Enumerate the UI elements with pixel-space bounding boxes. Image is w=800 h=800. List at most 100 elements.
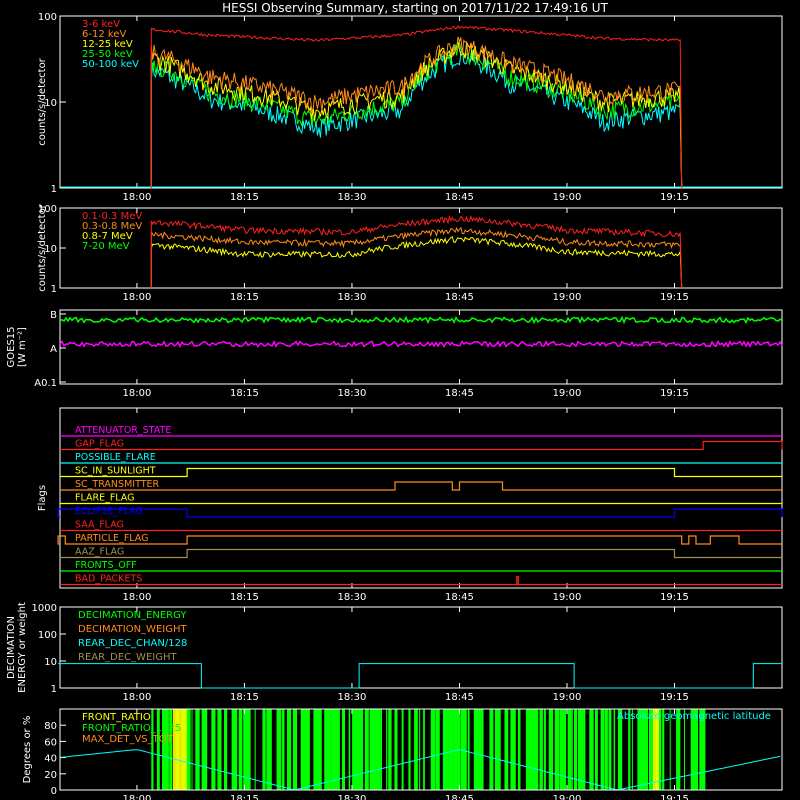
ratio-bar (172, 709, 187, 790)
series-line (150, 24, 683, 189)
ratio-bar (372, 709, 378, 790)
ratio-bar (268, 709, 271, 790)
legend-entry: MAX_DET_VS_TOT (82, 734, 174, 745)
series-line (150, 226, 683, 289)
ratio-bar (276, 709, 281, 790)
flag-line (60, 481, 782, 491)
ratio-bar (341, 709, 345, 790)
legend-entry: FRONT_RATIO (82, 712, 151, 723)
panel-2-high-energy: 18:00 18:15 18:30 18:45 19:00 19:15 1 10 100 0.1-… (37, 203, 783, 303)
time-tick-label: 19:00 (553, 292, 582, 303)
time-tick-label: 18:15 (230, 592, 259, 603)
ratio-bar (662, 709, 665, 790)
time-tick-label: 18:45 (445, 794, 474, 800)
legend-entry: DECIMATION_WEIGHT (78, 624, 187, 635)
flag-label: BAD_PACKETS (75, 574, 142, 585)
y-tick-label: 1000 (32, 603, 57, 614)
time-tick-label: 18:30 (338, 292, 367, 303)
ratio-bar (394, 709, 398, 790)
y-tick-label: 60 (44, 737, 57, 748)
plot-frame (59, 15, 783, 189)
time-tick-label: 18:00 (123, 692, 152, 703)
panel-4-flags: 18:00 18:15 18:30 18:45 19:00 19:15 ATTENUATOR… (37, 407, 783, 603)
ratio-bar (529, 709, 536, 790)
time-tick-label: 18:45 (445, 388, 474, 399)
time-tick-label: 18:15 (230, 692, 259, 703)
plot-frame (59, 207, 783, 289)
ratio-bar (637, 709, 643, 790)
ratio-bar (156, 709, 160, 790)
time-tick-label: 19:15 (660, 192, 689, 203)
ratio-bar (617, 709, 622, 790)
legend-entry: REAR_DEC_WEIGHT (78, 652, 177, 663)
ratio-bar (644, 709, 648, 790)
y-tick-label: B (50, 310, 57, 321)
ratio-bar (414, 709, 418, 790)
ratio-bar (151, 709, 154, 790)
ratio-bar (231, 709, 236, 790)
legend-entry: 6-12 keV (82, 29, 126, 40)
plot-frame (59, 309, 783, 385)
flag-label: PARTICLE_FLAG (75, 533, 148, 544)
ratio-bar (561, 709, 565, 790)
ratio-bar (201, 709, 206, 790)
ratio-bar (510, 709, 516, 790)
flag-label: GAP_FLAG (75, 439, 124, 450)
time-tick-label: 19:00 (553, 692, 582, 703)
flag-label: ATTENUATOR_STATE (75, 425, 171, 436)
y-tick-label: 40 (44, 754, 57, 765)
ratio-bar (652, 709, 659, 790)
ratio-bar (313, 709, 318, 790)
y-axis-label-2: ENERGY or weight (17, 602, 28, 693)
panel-3-goes: 18:00 18:15 18:30 18:45 19:00 19:15 A0.1 A B GOES… (6, 309, 783, 399)
ratio-bar (554, 709, 560, 790)
flag-label: ECLIPSE_FLAG (75, 506, 143, 517)
series-line (59, 339, 783, 349)
y-tick-label: 20 (44, 770, 57, 781)
time-tick-label: 18:00 (123, 592, 152, 603)
time-tick-label: 18:30 (338, 388, 367, 399)
ratio-bar (335, 709, 340, 790)
ratio-bar (348, 709, 351, 790)
time-tick-label: 18:30 (338, 794, 367, 800)
ratio-bar (162, 709, 167, 790)
ratio-bar (613, 709, 616, 790)
time-tick-label: 19:15 (660, 292, 689, 303)
legend-entry: 0.1-0.3 MeV (82, 211, 142, 222)
y-axis-label: Degrees or % (22, 716, 33, 784)
ratio-bar (435, 709, 440, 790)
ratio-bar (234, 709, 238, 790)
ratio-bar (238, 709, 243, 790)
ratio-bar (504, 709, 509, 790)
legend-entry: 50-100 keV (82, 59, 139, 70)
ratio-bar (595, 709, 598, 790)
ratio-bar (211, 709, 216, 790)
time-tick-label: 18:00 (123, 192, 152, 203)
y-tick-label: 100 (38, 204, 57, 215)
ratio-bar (224, 709, 228, 790)
time-tick-label: 18:00 (123, 292, 152, 303)
ratio-bar (690, 709, 697, 790)
ratio-bar (498, 709, 501, 790)
y-tick-label: 0 (51, 786, 57, 797)
ratio-bar (408, 709, 411, 790)
time-tick-label: 18:45 (445, 292, 474, 303)
ratio-bar (684, 709, 685, 790)
series-line (58, 663, 782, 689)
ratio-bar (525, 709, 531, 790)
ratio-bar (186, 709, 191, 790)
ratio-bar (608, 709, 612, 790)
y-tick-label: 1 (51, 184, 57, 195)
time-tick-label: 18:45 (445, 592, 474, 603)
time-tick-label: 18:45 (445, 692, 474, 703)
ratio-bar (164, 709, 169, 790)
ratio-bar (332, 709, 336, 790)
ratio-bar (401, 709, 404, 790)
ratio-bar (567, 709, 572, 790)
flag-label: FLARE_FLAG (75, 493, 135, 504)
y-tick-label: 80 (44, 721, 57, 732)
ratio-bar (574, 709, 578, 790)
legend-entry: DECIMATION_ENERGY (78, 610, 187, 621)
time-tick-label: 18:15 (230, 794, 259, 800)
